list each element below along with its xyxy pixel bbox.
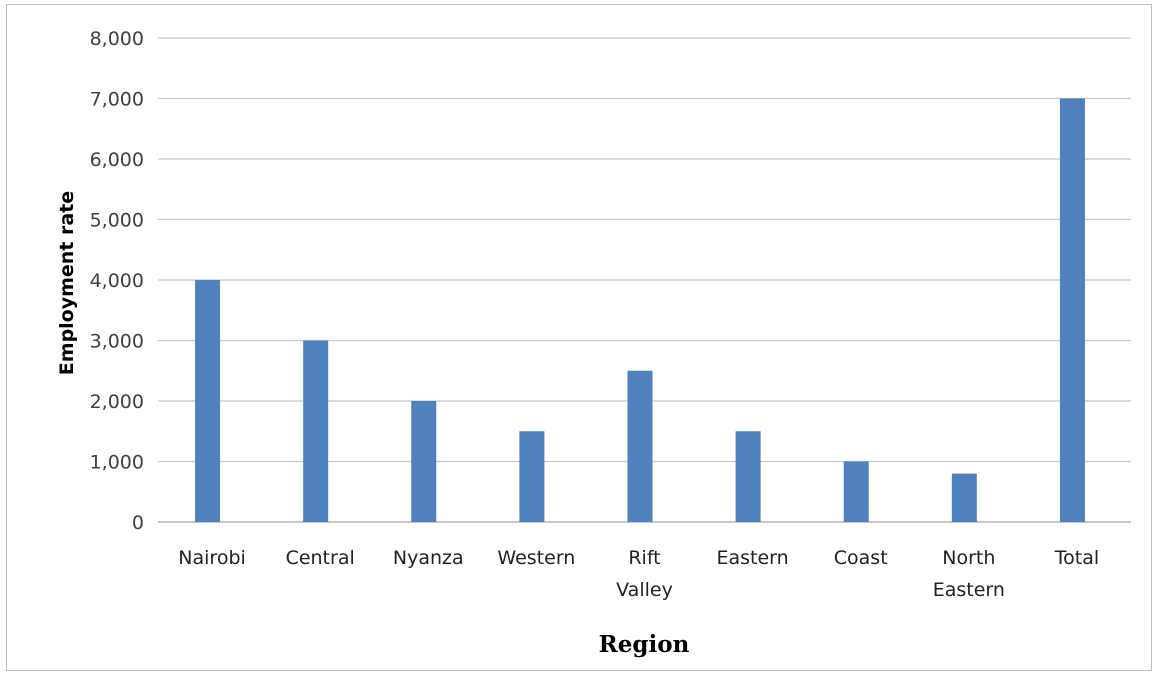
x-tick-label: Central xyxy=(286,547,355,569)
x-tick-label: Eastern xyxy=(717,547,789,569)
bar-north-eastern xyxy=(951,473,977,522)
bar-eastern xyxy=(735,431,761,522)
bar-coast xyxy=(843,461,869,522)
x-tick-label: Rift Valley xyxy=(616,547,673,601)
bar-rift-valley xyxy=(627,370,653,522)
x-tick-label: Nyanza xyxy=(393,547,464,569)
x-tick-label: Nairobi xyxy=(178,547,246,569)
bar-nyanza xyxy=(411,401,437,522)
y-axis-title: Employment rate xyxy=(56,191,78,375)
bar-total xyxy=(1059,98,1085,522)
bar-chart: 0 1,000 2,000 3,000 4,000 5,000 6,000 7,000 8,00… xyxy=(56,28,1131,658)
y-tick-label: 4,000 xyxy=(90,270,144,292)
bar-western xyxy=(519,431,545,522)
bars xyxy=(195,98,1085,522)
bar-central xyxy=(303,340,329,522)
y-tick-label: 0 xyxy=(132,512,144,534)
y-tick-label: 3,000 xyxy=(90,331,144,353)
x-axis-title: Region xyxy=(599,631,690,658)
y-tick-label: 1,000 xyxy=(90,452,144,474)
x-tick-label: North Eastern xyxy=(933,547,1005,601)
x-tick-label: Coast xyxy=(834,547,888,569)
y-tick-label: 2,000 xyxy=(90,391,144,413)
bar-nairobi xyxy=(195,280,221,522)
chart-frame: 0 1,000 2,000 3,000 4,000 5,000 6,000 7,000 8,00… xyxy=(6,4,1152,671)
x-tick-label: Western xyxy=(497,547,575,569)
x-tick-labels: Nairobi Central Nyanza Western Rift Valley Eas… xyxy=(178,547,1099,601)
y-tick-label: 7,000 xyxy=(90,89,144,111)
y-tick-label: 8,000 xyxy=(90,28,144,50)
y-tick-label: 6,000 xyxy=(90,149,144,171)
y-tick-labels: 0 1,000 2,000 3,000 4,000 5,000 6,000 7,000 8,00… xyxy=(90,28,144,534)
y-tick-label: 5,000 xyxy=(90,210,144,232)
x-tick-label: Total xyxy=(1054,547,1099,569)
